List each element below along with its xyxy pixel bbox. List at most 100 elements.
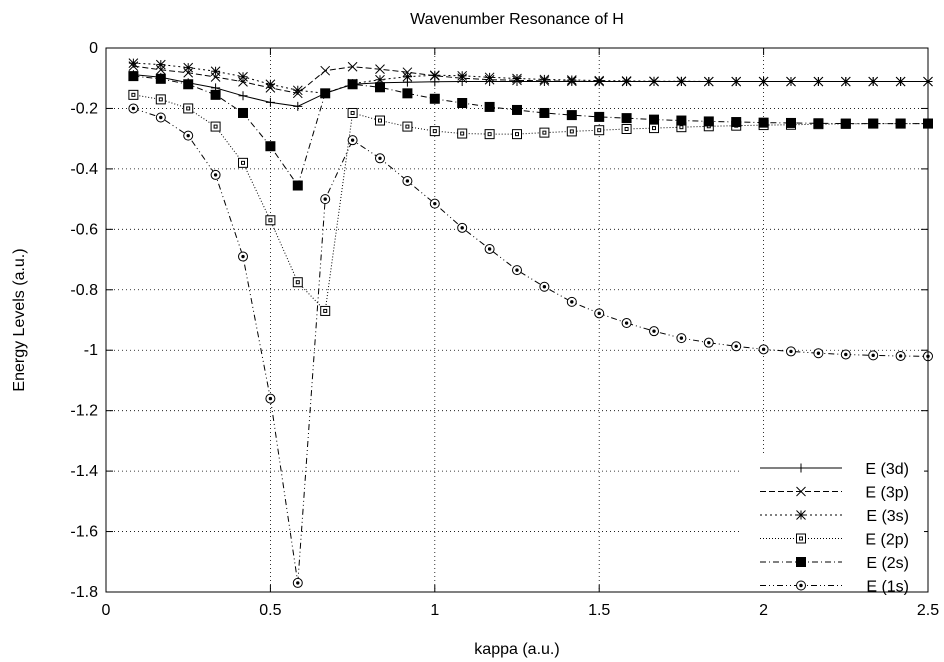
data-point-inner	[845, 353, 847, 355]
data-point	[239, 91, 248, 100]
data-point-inner	[598, 312, 600, 314]
data-point	[266, 98, 275, 107]
data-point	[239, 72, 248, 81]
data-point	[841, 119, 850, 128]
data-point	[348, 80, 357, 89]
data-point	[869, 119, 878, 128]
x-tick-label: 1.5	[588, 602, 610, 619]
x-tick-label: 0	[102, 602, 111, 619]
data-point	[430, 71, 439, 80]
data-point	[540, 108, 549, 117]
y-tick-label: 0	[89, 40, 98, 57]
data-point	[567, 127, 576, 136]
y-tick-label: -0.2	[70, 100, 98, 117]
data-point-inner	[653, 330, 655, 332]
data-point	[650, 124, 659, 133]
data-point	[595, 126, 604, 135]
data-point	[293, 278, 302, 287]
data-point	[650, 115, 659, 124]
data-point	[513, 130, 522, 139]
legend-label: E (1s)	[866, 579, 909, 596]
data-point	[595, 76, 604, 85]
data-point	[622, 76, 631, 85]
data-point	[239, 158, 248, 167]
data-point-inner	[379, 157, 381, 159]
data-point	[266, 80, 275, 89]
data-point	[156, 74, 165, 83]
data-point-inner	[242, 255, 244, 257]
data-point	[321, 66, 330, 75]
y-tick-label: -1.6	[70, 524, 98, 541]
legend-label: E (2p)	[865, 532, 909, 549]
data-point-inner	[790, 350, 792, 352]
legend: E (3d) E (3p) E (3s) E (2p) E (2s) E (1s)	[740, 455, 924, 600]
data-point-inner	[817, 352, 819, 354]
x-tick-label: 2.5	[917, 602, 939, 619]
data-point	[677, 77, 686, 86]
data-point	[156, 95, 165, 104]
data-point	[293, 102, 302, 111]
y-tick-label: -1.4	[70, 463, 98, 480]
data-point	[704, 77, 713, 86]
x-axis-label: kappa (a.u.)	[474, 641, 559, 658]
data-point-inner	[214, 174, 216, 176]
y-tick-label: -1	[84, 342, 98, 359]
data-point-inner	[461, 227, 463, 229]
series-line	[133, 95, 928, 311]
y-tick-label: -0.4	[70, 161, 98, 178]
data-point	[375, 116, 384, 125]
data-point-inner	[543, 286, 545, 288]
data-point	[797, 511, 806, 520]
data-point	[485, 73, 494, 82]
legend-label: E (3d)	[865, 461, 909, 478]
data-point	[797, 558, 806, 567]
series-e-3s	[129, 59, 933, 98]
data-point	[430, 127, 439, 136]
y-tick-label: -0.8	[70, 282, 98, 299]
data-point	[814, 77, 823, 86]
data-point-inner	[297, 582, 299, 584]
data-point-inner	[872, 354, 874, 356]
data-point-inner	[324, 198, 326, 200]
data-point-inner	[434, 202, 436, 204]
data-point	[321, 306, 330, 315]
data-point-inner	[132, 107, 134, 109]
data-point	[211, 122, 220, 131]
data-point	[567, 111, 576, 120]
chart-title: Wavenumber Resonance of H	[410, 11, 624, 28]
data-point	[156, 60, 165, 69]
data-point	[759, 118, 768, 127]
legend-label: E (3p)	[865, 485, 909, 502]
data-point	[540, 75, 549, 84]
data-point	[513, 105, 522, 114]
data-point	[348, 108, 357, 117]
data-point-inner	[899, 355, 901, 357]
data-point	[403, 89, 412, 98]
data-point	[430, 94, 439, 103]
y-tick-label: -0.6	[70, 221, 98, 238]
data-point	[321, 89, 330, 98]
data-point	[797, 534, 806, 543]
data-point	[869, 77, 878, 86]
data-point-inner	[762, 348, 764, 350]
data-point-inner	[800, 584, 802, 586]
data-point	[129, 90, 138, 99]
series-e-3p	[129, 62, 933, 98]
data-point	[786, 77, 795, 86]
data-point	[184, 104, 193, 113]
data-point	[677, 116, 686, 125]
y-axis-label: Energy Levels (a.u.)	[11, 248, 28, 391]
data-point	[239, 108, 248, 117]
data-point	[732, 77, 741, 86]
series-e-2p	[129, 90, 933, 315]
data-point	[458, 99, 467, 108]
data-point	[513, 74, 522, 83]
data-point-inner	[351, 139, 353, 141]
data-point	[375, 83, 384, 92]
legend-label: E (2s)	[866, 555, 909, 572]
data-point-inner	[680, 337, 682, 339]
data-point	[458, 71, 467, 80]
data-point	[211, 67, 220, 76]
x-tick-label: 1	[430, 602, 439, 619]
